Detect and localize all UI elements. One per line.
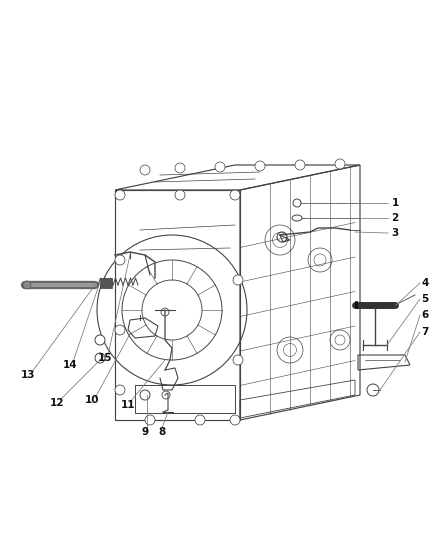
Circle shape <box>95 353 105 363</box>
Circle shape <box>115 255 125 265</box>
Circle shape <box>293 199 301 207</box>
Circle shape <box>140 165 150 175</box>
Text: 15: 15 <box>98 353 112 363</box>
Circle shape <box>255 161 265 171</box>
Text: 4: 4 <box>421 278 429 288</box>
Circle shape <box>230 190 240 200</box>
Text: 8: 8 <box>159 427 166 437</box>
Text: 10: 10 <box>85 395 99 405</box>
Text: 1: 1 <box>392 198 399 208</box>
Ellipse shape <box>292 215 302 221</box>
Text: 6: 6 <box>421 310 429 320</box>
Circle shape <box>175 190 185 200</box>
Text: 5: 5 <box>421 294 429 304</box>
Circle shape <box>335 159 345 169</box>
Circle shape <box>367 384 379 396</box>
Circle shape <box>140 390 150 400</box>
Circle shape <box>115 325 125 335</box>
Circle shape <box>23 281 31 289</box>
Circle shape <box>115 385 125 395</box>
Text: 9: 9 <box>141 427 148 437</box>
Text: 2: 2 <box>392 213 399 223</box>
Bar <box>100 278 112 288</box>
Circle shape <box>195 415 205 425</box>
Circle shape <box>115 190 125 200</box>
Text: 3: 3 <box>392 228 399 238</box>
Circle shape <box>95 335 105 345</box>
Circle shape <box>230 415 240 425</box>
Circle shape <box>145 415 155 425</box>
Text: 13: 13 <box>21 370 35 380</box>
Circle shape <box>233 355 243 365</box>
Circle shape <box>233 275 243 285</box>
Text: 11: 11 <box>121 400 135 410</box>
Bar <box>135 385 235 413</box>
Text: 7: 7 <box>421 327 429 337</box>
Circle shape <box>175 163 185 173</box>
Circle shape <box>295 160 305 170</box>
Circle shape <box>215 162 225 172</box>
Text: 12: 12 <box>50 398 64 408</box>
Text: 14: 14 <box>63 360 78 370</box>
